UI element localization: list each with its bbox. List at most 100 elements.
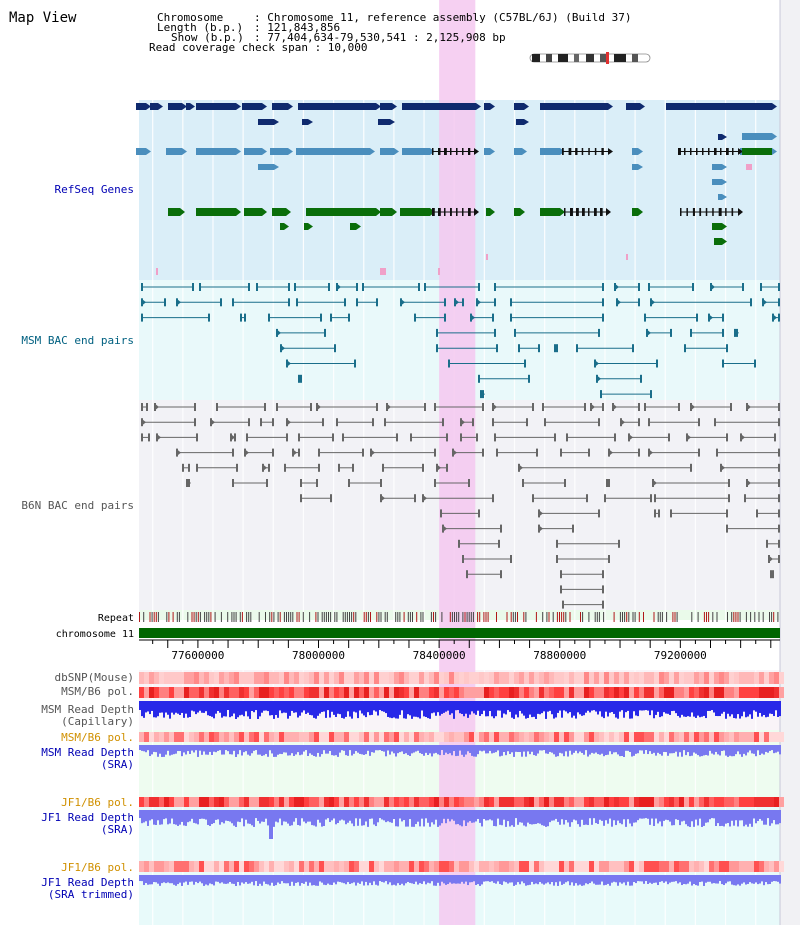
track-label-refseq[interactable]: RefSeq Genes [55,183,134,196]
depth-bar [561,701,563,718]
bac-end-left [556,555,558,563]
gene-exon [600,208,603,216]
bac-end-right [658,509,660,518]
heat-cell [364,797,369,807]
heat-cell [299,687,304,698]
depth-bar [357,875,359,883]
bac-end-left [554,344,556,353]
track-label-msm-b6-pol-1[interactable]: MSM/B6 pol. [61,685,134,698]
depth-bar [257,875,259,886]
bac-end-right [638,283,640,291]
depth-bar [699,875,701,883]
signal-tracks[interactable] [139,672,784,886]
heat-cell [574,732,579,742]
gene-exon [540,208,560,216]
track-label-jf1-depth-sra[interactable]: JF1 Read Depth [41,811,134,824]
track-label-msm-b6-pol-2[interactable]: MSM/B6 pol. [61,731,134,744]
depth-bar [635,875,637,884]
gene-strand-arrow [722,223,727,230]
track-label-jf1-pol-1[interactable]: JF1/B6 pol. [61,796,134,809]
heat-cell [259,797,264,807]
heat-cell [704,672,709,684]
heat-cell [614,687,619,698]
track-label-msm-depth-sra[interactable]: MSM Read Depth [41,746,134,759]
heat-cell [384,861,389,872]
gene-exon [456,148,458,155]
depth-bar [287,701,289,719]
heat-cell [614,672,619,684]
gene-strand-arrow [370,148,375,155]
depth-bar [491,875,493,882]
depth-bar [519,745,521,753]
depth-bar [635,745,637,754]
depth-bar [485,701,487,717]
gene-exon [742,133,772,140]
depth-bar [663,875,665,883]
refseq-genes[interactable] [136,103,777,275]
heat-cell [699,732,704,742]
gene-exon [708,148,710,155]
depth-bar [523,701,525,716]
heat-cell [404,861,409,872]
track-label-msm-depth-cap[interactable]: MSM Read Depth [41,703,134,716]
heat-cell [344,672,349,684]
heat-cell [219,861,224,872]
bac-end-arrow [244,448,249,457]
depth-bar [627,701,629,711]
depth-bar [749,701,751,715]
track-label-b6n-bac[interactable]: B6N BAC end pairs [21,499,134,512]
depth-bar [323,875,325,885]
depth-bar [525,701,527,719]
depth-bar [285,745,287,753]
heat-cell [199,797,204,807]
depth-bar [457,810,459,825]
depth-bar [145,745,147,753]
heat-cell [574,861,579,872]
heat-cell [139,687,144,698]
depth-bar [587,745,589,757]
heat-cell [589,732,594,742]
bac-end-right [444,298,446,307]
chromosome-bar[interactable] [139,628,780,638]
heat-cell [139,861,144,872]
b6n-bac-end-pairs[interactable] [141,403,780,609]
depth-bar [181,810,183,822]
depth-bar [285,810,287,822]
depth-bar [529,701,531,715]
heat-cell [354,672,359,684]
bac-end-right [722,328,724,337]
track-label-repeat[interactable]: Repeat [98,613,134,624]
heat-cell [409,797,414,807]
heat-cell [699,672,704,684]
gene-strand-arrow [490,208,495,216]
msm-bac-end-pairs[interactable] [141,283,780,399]
depth-bar [519,701,521,711]
heat-cell [449,797,454,807]
depth-bar [597,875,599,885]
depth-bar [277,875,279,883]
depth-bar [175,810,177,825]
repeat-element [241,612,243,622]
depth-bar [193,745,195,753]
depth-bar [565,701,567,712]
heat-cell [174,732,179,742]
bac-end-arrow [470,313,475,322]
heat-cell [424,672,429,684]
repeat-track[interactable] [139,612,779,622]
chromosome-ideogram[interactable] [529,52,651,64]
depth-bar [385,701,387,714]
depth-bar [531,810,533,825]
depth-bar [183,875,185,883]
heat-cell [399,732,404,742]
track-label-dbsnp[interactable]: dbSNP(Mouse) [55,671,134,684]
depth-bar [313,810,315,826]
track-label-msm-bac[interactable]: MSM BAC end pairs [21,334,134,347]
track-label-jf1-depth-trim[interactable]: JF1 Read Depth [41,876,134,889]
repeat-element [265,612,266,622]
heat-cell [204,797,209,807]
track-label-jf1-pol-2[interactable]: JF1/B6 pol. [61,861,134,874]
heat-cell [549,861,554,872]
depth-bar [749,810,751,824]
heat-cell [184,732,189,742]
track-label-chromosome[interactable]: chromosome 11 [56,629,134,640]
